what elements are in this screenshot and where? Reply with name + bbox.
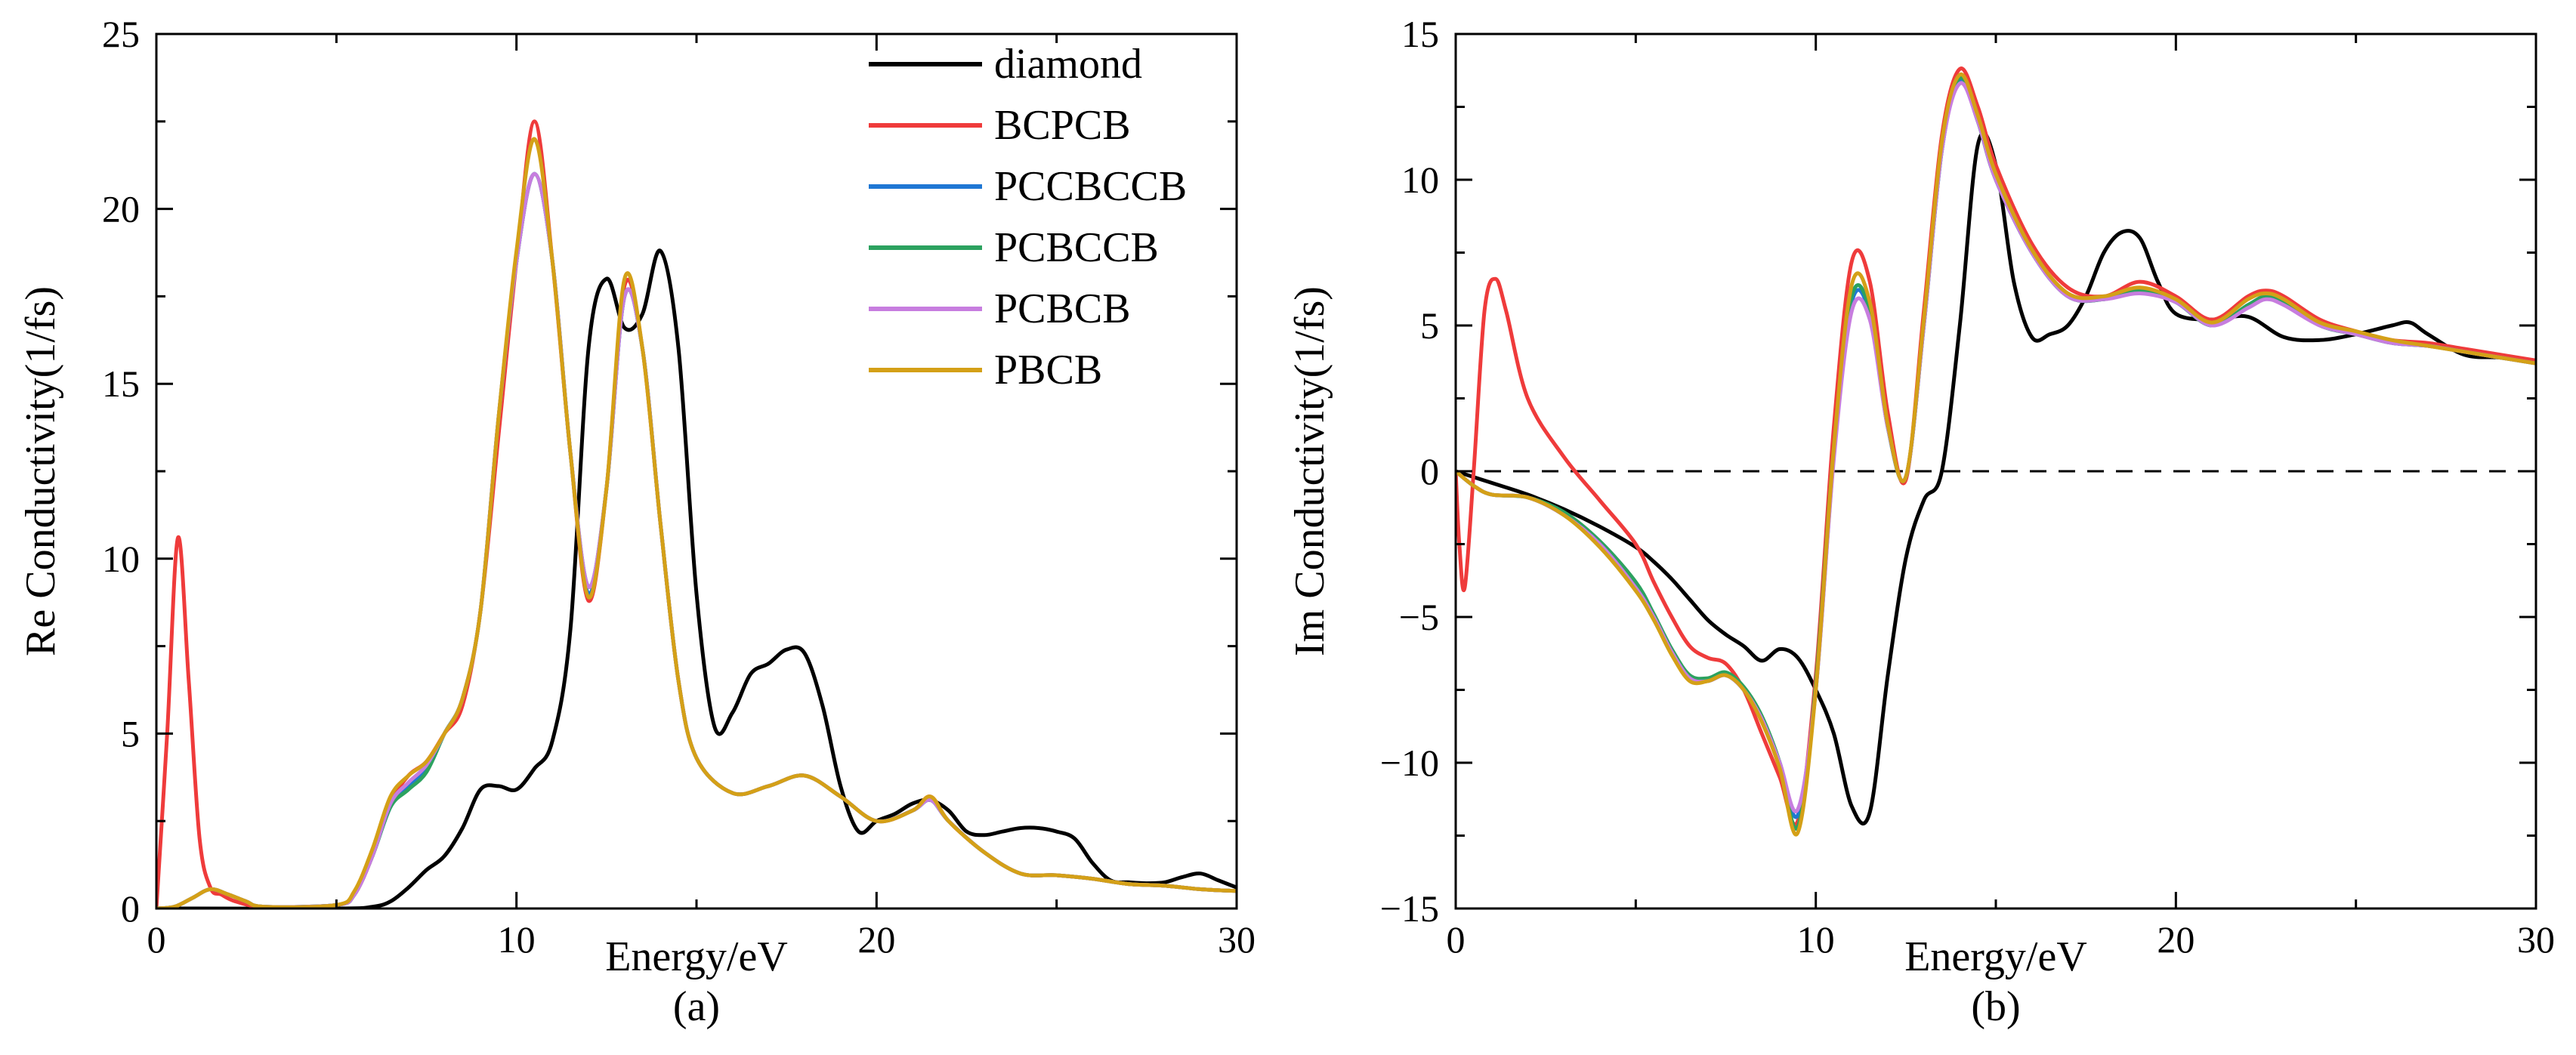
- legend-label: PBCB: [994, 347, 1102, 393]
- x-tick-label: 0: [1447, 918, 1466, 961]
- y-tick-label: −10: [1380, 742, 1439, 784]
- y-tick-label: 5: [121, 712, 140, 754]
- series-line-pcbccb: [156, 171, 1237, 908]
- y-tick-label: 10: [1401, 159, 1439, 201]
- series-line-pccbccb: [156, 171, 1237, 908]
- series-line-pbcb: [156, 137, 1237, 908]
- series-line-pccbccb: [1456, 78, 2536, 819]
- legend-label: diamond: [994, 41, 1142, 88]
- x-tick-label: 20: [857, 918, 895, 961]
- series-line-pbcb: [1456, 72, 2536, 837]
- x-tick-label: 30: [1218, 918, 1256, 961]
- x-tick-label: 0: [147, 918, 166, 961]
- series-line-diamond: [156, 248, 1237, 908]
- legend-label: PCBCCB: [994, 224, 1159, 271]
- y-tick-label: 15: [102, 362, 140, 405]
- x-tick-label: 30: [2517, 918, 2555, 961]
- x-tick-label: 10: [498, 918, 536, 961]
- y-tick-label: 15: [1401, 13, 1439, 55]
- y-axis-title: Re Conductivity(1/fs): [17, 286, 64, 656]
- legend-label: BCPCB: [994, 102, 1131, 149]
- y-axis-title: Im Conductivity(1/fs): [1286, 286, 1333, 656]
- series-line-bcpcb: [1456, 66, 2536, 827]
- series-group: [156, 119, 1237, 908]
- y-tick-label: 0: [121, 887, 140, 930]
- chart-panel-a: 0 10 20 30 0 5 10 15 20 25 Energy/eV(a) Re Conducti…: [17, 13, 1256, 1030]
- series-line-diamond: [1456, 131, 2536, 825]
- y-tick-label: −5: [1399, 596, 1439, 638]
- y-tick-label: 0: [1420, 450, 1439, 492]
- legend: diamond BCPCB PCCBCCB PCBCCB PCBCB PBCB: [869, 41, 1187, 393]
- series-group: [1456, 66, 2536, 837]
- series-line-pcbccb: [1456, 75, 2536, 831]
- chart-panel-b: 0 10 20 30 −15 −10 −5 0 5 10 15 Energy/eV(b) Im Cond…: [1286, 13, 2555, 1030]
- legend-label: PCBCB: [994, 285, 1131, 332]
- panel-label: (a): [673, 983, 720, 1030]
- y-tick-label: −15: [1380, 887, 1439, 930]
- x-tick-label: 20: [2157, 918, 2195, 961]
- x-tick-label: 10: [1797, 918, 1835, 961]
- y-tick-label: 10: [102, 538, 140, 580]
- series-line-pcbcb: [1456, 81, 2536, 813]
- series-line-pcbcb: [156, 171, 1237, 908]
- x-axis-title: Energy/eV: [605, 933, 788, 980]
- panel-label: (b): [1971, 983, 2020, 1030]
- y-tick-label: 20: [102, 188, 140, 230]
- legend-label: PCCBCCB: [994, 163, 1187, 210]
- y-tick-label: 5: [1420, 304, 1439, 347]
- y-tick-label: 25: [102, 13, 140, 55]
- x-axis-title: Energy/eV: [1904, 933, 2087, 980]
